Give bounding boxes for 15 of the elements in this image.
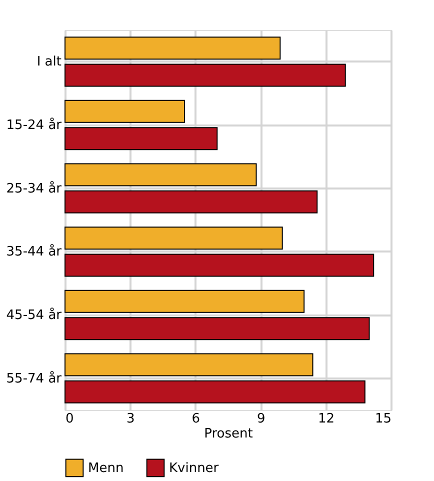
x-tick-label: 15 [374, 412, 392, 426]
y-tick-label: 45-54 år [6, 307, 62, 323]
legend-label: Menn [88, 460, 124, 476]
x-tick-label: 9 [256, 412, 266, 426]
y-tick-label: 35-44 år [6, 244, 62, 260]
x-tick-label: 0 [66, 412, 74, 426]
x-axis-title: Prosent [204, 426, 253, 442]
y-tick-label: I alt [36, 54, 62, 70]
x-tick-label: 12 [318, 412, 335, 426]
y-tick-label: 25-34 år [6, 180, 62, 196]
y-tick-label: 15-24 år [6, 117, 62, 133]
y-tick-label: 55-74 år [6, 370, 62, 386]
legend-label: Kvinner [169, 460, 220, 476]
x-tick-label: 3 [126, 412, 135, 426]
x-tick-label: 6 [192, 412, 200, 426]
